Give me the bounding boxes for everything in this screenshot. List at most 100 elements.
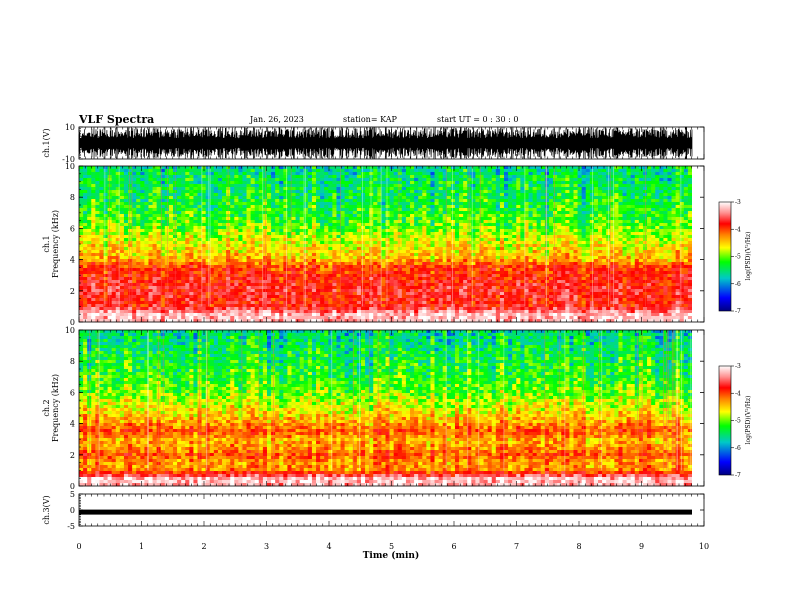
spectrogram-cell-1	[307, 292, 313, 296]
spectrogram-cell-1	[148, 184, 153, 188]
spectrogram-cell-1	[340, 193, 346, 197]
spectrogram-cell-1	[459, 217, 464, 221]
spectrogram-cell-1	[316, 283, 321, 287]
spectrogram-cell-1	[299, 319, 305, 323]
spectrogram-cell-1	[463, 178, 468, 182]
spectrogram-cell-1	[336, 244, 341, 248]
spectrogram-cell-1	[434, 283, 440, 287]
spectrogram-cell-1	[336, 208, 341, 212]
spectrogram-cell-1	[348, 187, 354, 191]
spectrogram-cell-1	[242, 166, 247, 170]
spectrogram-cell-1	[348, 208, 354, 212]
spectrogram-cell-1	[328, 280, 333, 284]
spectrogram-cell-1	[336, 202, 341, 206]
spectrogram-cell-1	[144, 262, 149, 266]
spectrogram-cell-1	[230, 265, 235, 269]
spectrogram-cell-1	[340, 271, 346, 275]
spectrogram-cell-1	[393, 178, 399, 182]
spectrogram-cell-1	[291, 292, 296, 296]
spectrogram-cell-1	[454, 250, 460, 254]
spectrogram-cell-1	[438, 241, 444, 245]
spectrogram-cell-1	[205, 169, 211, 173]
spectrogram-cell-1	[87, 271, 92, 275]
spectrogram-cell-1	[115, 211, 121, 215]
spectrogram-cell-1	[459, 202, 464, 206]
spectrogram-cell-1	[185, 181, 190, 185]
spectrogram-cell-1	[340, 265, 346, 269]
spectrogram-cell-1	[356, 310, 362, 314]
spectrogram-cell-1	[360, 292, 366, 296]
spectrogram-cell-1	[316, 289, 321, 293]
spectrogram-cell-1	[222, 166, 227, 170]
spectrogram-cell-1	[307, 280, 313, 284]
spectrogram-cell-1	[377, 184, 382, 188]
spectrogram-cell-1	[418, 229, 423, 233]
spectrogram-cell-1	[287, 175, 292, 179]
spectrogram-cell-1	[287, 265, 292, 269]
spectrogram-cell-1	[442, 169, 448, 173]
spectrogram-cell-1	[230, 214, 235, 218]
spectrogram-cell-1	[91, 223, 96, 227]
spectrogram-cell-1	[459, 292, 464, 296]
spectrogram-cell-1	[193, 256, 198, 260]
spectrogram-cell-1	[95, 253, 100, 257]
spectrogram-cell-1	[430, 214, 435, 218]
spectrogram-cell-1	[99, 232, 104, 236]
spectrogram-cell-1	[373, 304, 378, 308]
spectrogram-cell-1	[352, 190, 358, 194]
spectrogram-cell-1	[434, 259, 440, 263]
spectrogram-cell-1	[320, 208, 325, 212]
spectrogram-cell-1	[434, 277, 440, 281]
spectrogram-cell-1	[91, 211, 96, 215]
spectrogram-cell-1	[430, 268, 435, 272]
spectrogram-cell-1	[348, 235, 354, 239]
spectrogram-cell-1	[369, 226, 374, 230]
spectrogram-cell-1	[205, 202, 211, 206]
spectrogram-cell-1	[234, 262, 239, 266]
spectrogram-cell-1	[238, 229, 243, 233]
spectrogram-cell-1	[275, 208, 280, 212]
spectrogram-cell-1	[328, 181, 333, 185]
spectrogram-cell-1	[348, 289, 354, 293]
spectrogram-cell-1	[209, 265, 215, 269]
spectrogram-cell-1	[234, 250, 239, 254]
spectrogram-cell-1	[295, 250, 301, 254]
spectrogram-cell-1	[422, 211, 427, 215]
spectrogram-cell-1	[271, 238, 276, 242]
spectrogram-cell-1	[369, 235, 374, 239]
spectrogram-cell-1	[140, 169, 145, 173]
spectrogram-cell-1	[213, 316, 219, 320]
spectrogram-cell-1	[279, 280, 284, 284]
spectrogram-cell-1	[438, 187, 444, 191]
spectrogram-cell-1	[340, 262, 346, 266]
spectrogram-cell-1	[123, 229, 129, 233]
spectrogram-cell-1	[234, 286, 239, 290]
spectrogram-cell-1	[152, 226, 158, 230]
spectrogram-cell-1	[262, 277, 268, 281]
spectrogram-cell-1	[414, 205, 419, 209]
spectrogram-cell-1	[128, 265, 133, 269]
spectrogram-cell-1	[332, 241, 337, 245]
spectrogram-cell-1	[217, 190, 223, 194]
spectrogram-cell-1	[87, 283, 92, 287]
spectrogram-cell-1	[213, 250, 219, 254]
spectrogram-cell-1	[454, 232, 460, 236]
spectrogram-cell-1	[381, 193, 386, 197]
spectrogram-cell-1	[217, 166, 223, 170]
spectrogram-cell-1	[119, 319, 125, 323]
spectrogram-cell-1	[230, 313, 235, 317]
spectrogram-cell-1	[389, 286, 395, 290]
spectrogram-cell-1	[193, 304, 198, 308]
spectrogram-cell-1	[246, 178, 252, 182]
spectrogram-cell-1	[393, 253, 399, 257]
spectrogram-cell-1	[385, 169, 390, 173]
spectrogram-cell-1	[217, 274, 223, 278]
spectrogram-cell-1	[181, 184, 186, 188]
spectrogram-cell-1	[414, 268, 419, 272]
spectrogram-cell-1	[418, 265, 423, 269]
spectrogram-cell-1	[332, 268, 337, 272]
spectrogram-cell-1	[271, 289, 276, 293]
spectrogram-cell-1	[254, 187, 260, 191]
spectrogram-cell-1	[275, 292, 280, 296]
spectrogram-cell-1	[230, 208, 235, 212]
